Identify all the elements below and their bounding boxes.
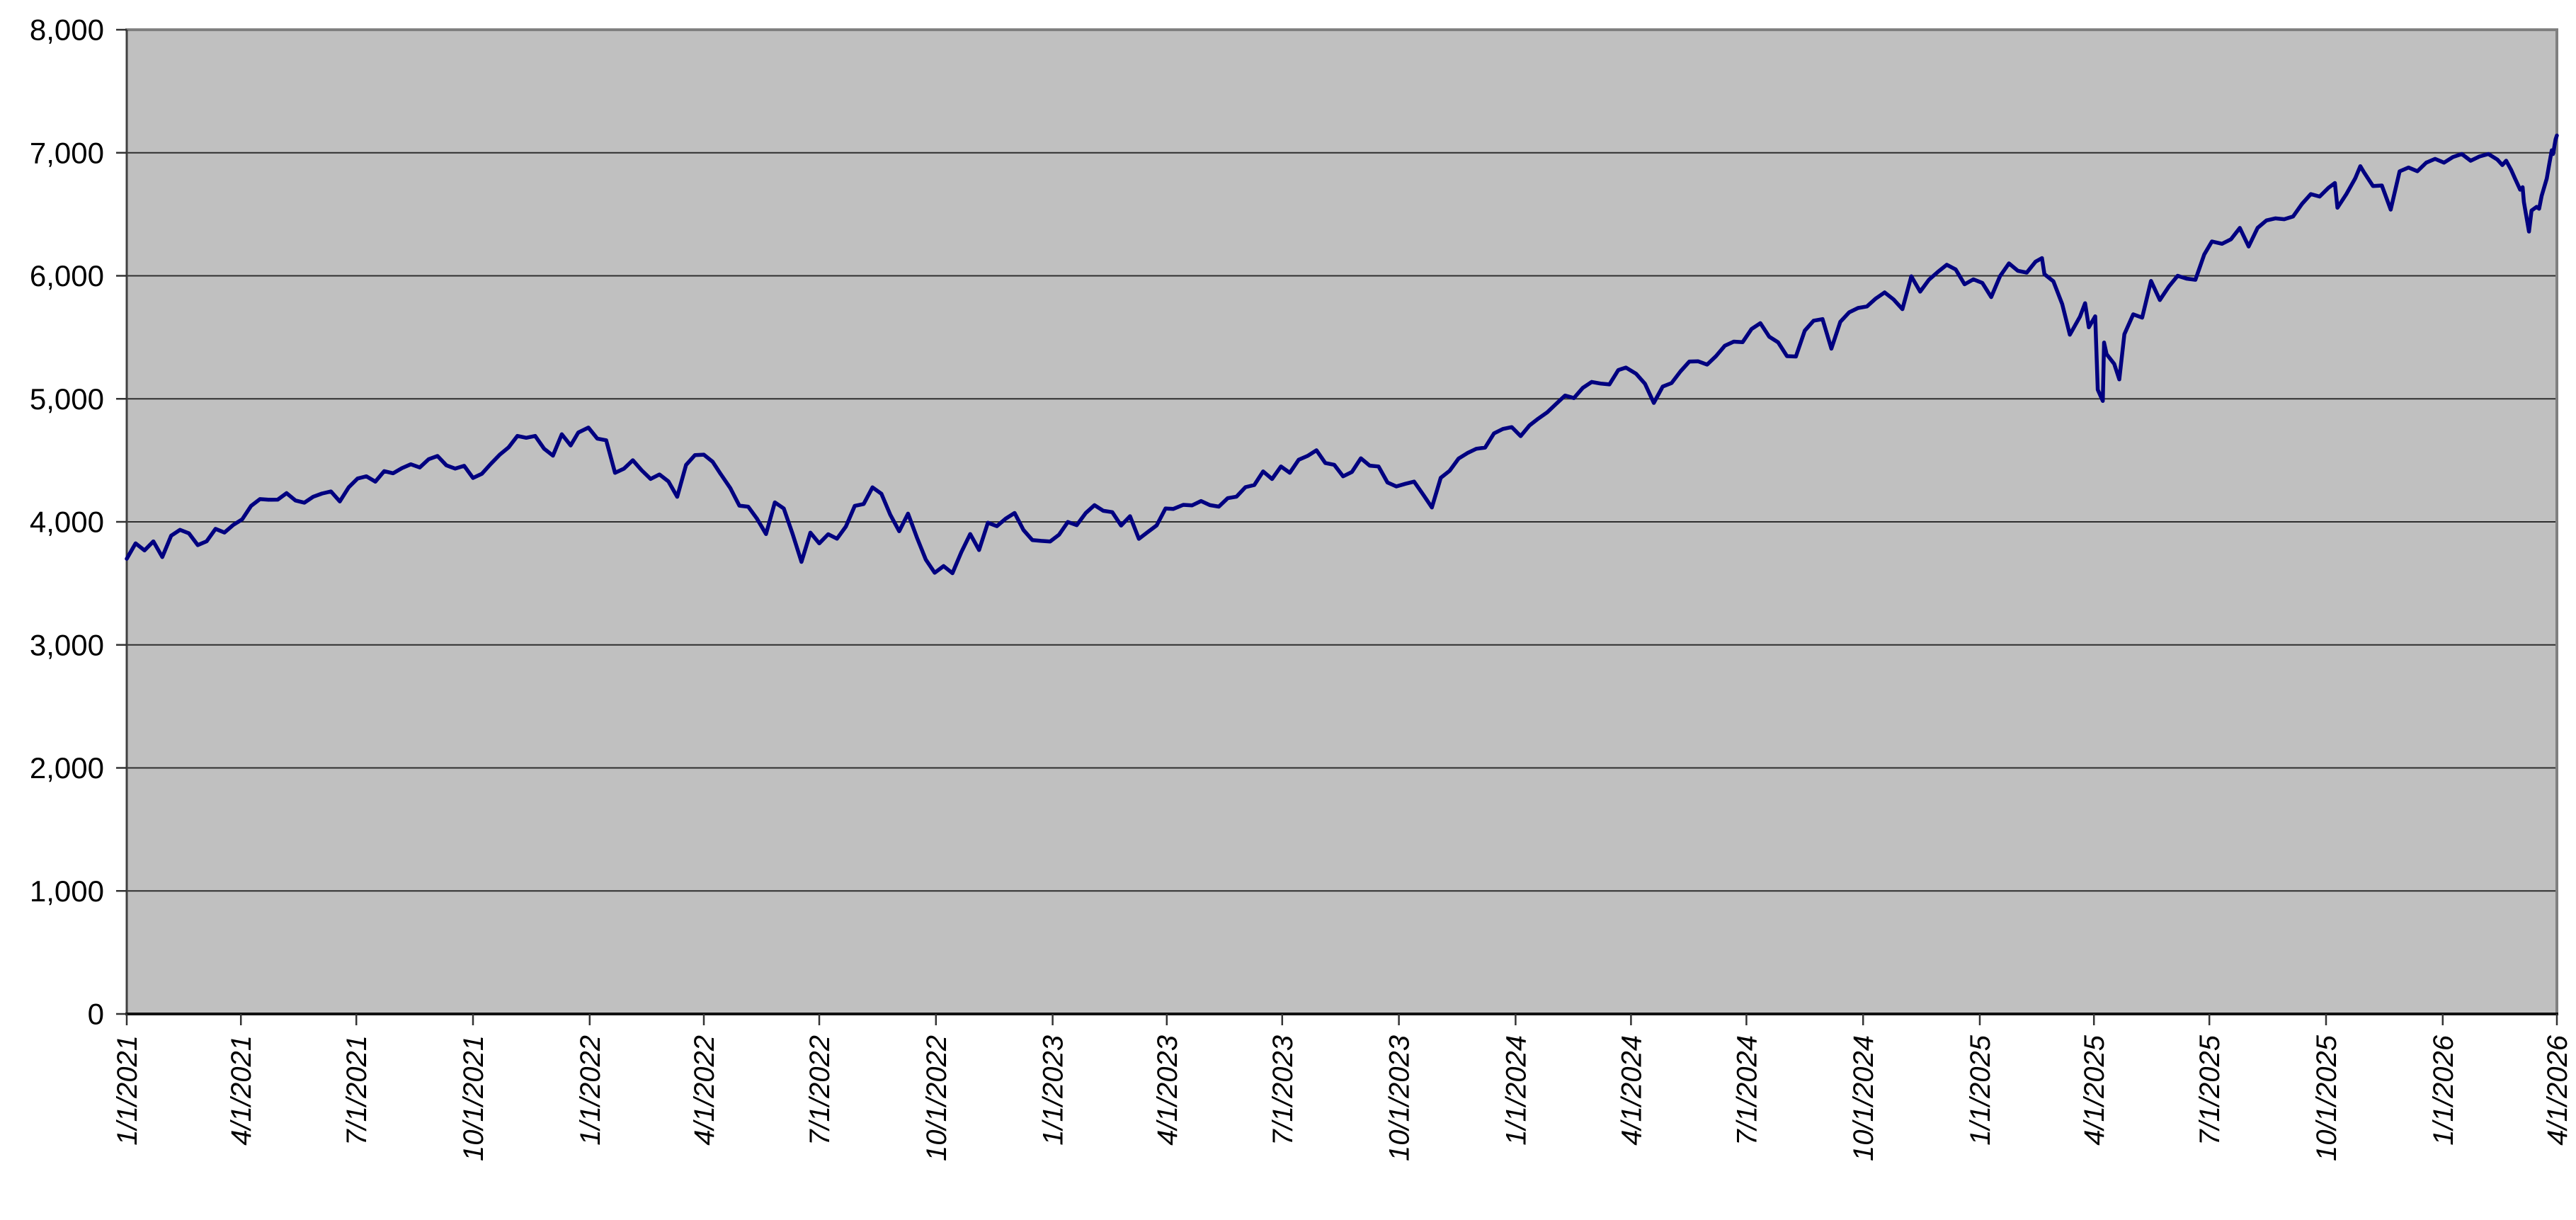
x-axis-label: 1/1/2023 <box>1038 1035 1069 1146</box>
x-axis-label: 4/1/2024 <box>1616 1035 1647 1146</box>
x-axis-label: 4/1/2021 <box>226 1035 257 1146</box>
x-axis-label: 7/1/2023 <box>1267 1035 1299 1146</box>
y-axis-label: 6,000 <box>30 259 104 292</box>
price-line <box>125 133 2559 576</box>
x-axis-label: 7/1/2025 <box>2194 1034 2225 1145</box>
x-axis-label: 1/1/2021 <box>112 1035 143 1146</box>
x-axis-label: 4/1/2023 <box>1152 1035 1183 1146</box>
y-axis-label: 3,000 <box>30 628 104 661</box>
x-axis-label: 10/1/2024 <box>1848 1035 1879 1161</box>
x-axis-label: 1/1/2022 <box>575 1035 606 1146</box>
y-axis-label: 0 <box>88 998 104 1031</box>
y-axis-label: 7,000 <box>30 136 104 169</box>
y-axis-label: 1,000 <box>30 874 104 908</box>
x-axis-label: 7/1/2021 <box>341 1035 372 1146</box>
x-axis-label: 1/1/2026 <box>2428 1034 2459 1145</box>
x-axis-label: 10/1/2022 <box>921 1035 952 1161</box>
x-axis-label: 7/1/2024 <box>1731 1035 1762 1146</box>
y-axis-label: 2,000 <box>30 751 104 785</box>
x-axis-label: 10/1/2025 <box>2311 1034 2342 1161</box>
y-axis-label: 8,000 <box>30 13 104 47</box>
x-axis-label: 10/1/2021 <box>458 1035 489 1161</box>
x-axis-label: 1/1/2025 <box>1965 1034 1996 1145</box>
x-axis-label: 1/1/2024 <box>1500 1035 1532 1146</box>
x-axis-label: 7/1/2022 <box>804 1035 836 1146</box>
x-axis-label: 4/1/2022 <box>689 1035 720 1146</box>
y-axis-label: 4,000 <box>30 506 104 539</box>
x-axis-label: 10/1/2023 <box>1384 1035 1415 1161</box>
y-axis-label: 5,000 <box>30 382 104 416</box>
x-axis-label: 4/1/2026 <box>2542 1034 2573 1145</box>
x-axis-label: 4/1/2025 <box>2079 1034 2110 1145</box>
